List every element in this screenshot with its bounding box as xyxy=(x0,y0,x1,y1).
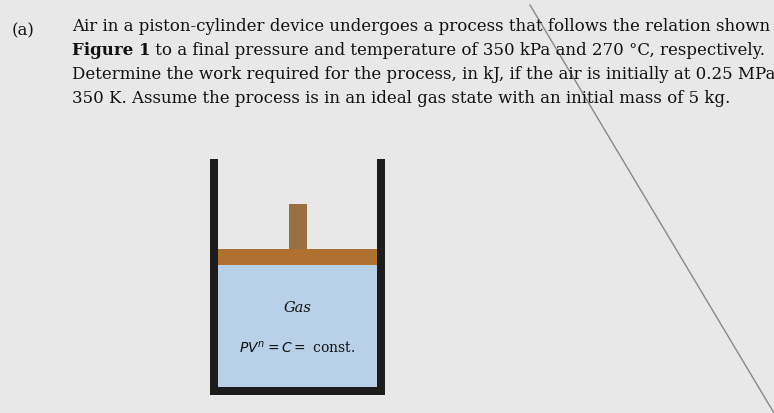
Bar xyxy=(377,159,385,395)
Text: Air in a piston-cylinder device undergoes a process that follows the relation sh: Air in a piston-cylinder device undergoe… xyxy=(72,18,774,35)
Bar xyxy=(210,159,218,395)
Text: Determine the work required for the process, in kJ, if the air is initially at 0: Determine the work required for the proc… xyxy=(72,66,774,83)
Bar xyxy=(289,204,307,249)
Text: to a final pressure and temperature of 350 kPa and 270 °C, respectively.: to a final pressure and temperature of 3… xyxy=(150,42,765,59)
Text: 350 K. Assume the process is in an ideal gas state with an initial mass of 5 kg.: 350 K. Assume the process is in an ideal… xyxy=(72,90,730,107)
Bar xyxy=(210,387,385,395)
Text: Gas: Gas xyxy=(283,301,311,315)
Text: (a): (a) xyxy=(12,22,35,39)
Text: $PV^n = C =$ const.: $PV^n = C =$ const. xyxy=(239,340,355,356)
Bar xyxy=(218,249,377,265)
Bar xyxy=(218,265,377,387)
Text: Figure 1: Figure 1 xyxy=(72,42,150,59)
